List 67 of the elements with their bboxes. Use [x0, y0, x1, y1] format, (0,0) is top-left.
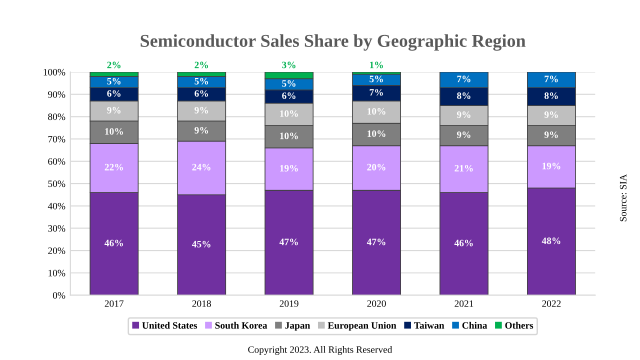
data-label: 10%	[368, 108, 386, 115]
y-tick-label: 40%	[48, 202, 66, 210]
data-label: 9%	[194, 127, 208, 134]
data-label: 10%	[280, 132, 298, 140]
text: Copyright 2023. All Rights Reserved	[248, 346, 392, 355]
data-label: 9%	[107, 106, 121, 114]
y-tick-label: 20%	[48, 247, 66, 254]
data-label: 47%	[279, 238, 298, 246]
data-label: 45%	[192, 240, 210, 248]
data-label: 8%	[457, 92, 470, 100]
y-tick-label: 70%	[48, 136, 66, 142]
x-tick-label: 2017	[104, 300, 124, 307]
data-label: 6%	[194, 90, 208, 97]
legend-label: European Union	[328, 322, 396, 331]
source-note: Source: SIA	[620, 174, 626, 222]
data-label: 46%	[454, 240, 473, 246]
y-tick-label: 30%	[48, 225, 66, 232]
data-label: 22%	[104, 164, 123, 170]
x-tick-label: 2018	[192, 300, 211, 307]
data-label: 9%	[456, 111, 470, 118]
data-label: 6%	[107, 90, 121, 97]
x-tick-label: 2020	[367, 300, 386, 307]
data-label: 21%	[454, 164, 473, 172]
data-label: 10%	[368, 130, 386, 137]
data-label: 20%	[367, 164, 386, 170]
legend-label: South Korea	[215, 322, 268, 329]
data-label: 7%	[457, 76, 470, 82]
data-label: 5%	[370, 76, 383, 82]
y-tick-label: 90%	[48, 91, 66, 98]
data-label: 7%	[370, 89, 383, 96]
data-label: 7%	[544, 76, 558, 82]
data-label: 10%	[280, 110, 298, 117]
data-label: 1%	[370, 62, 383, 68]
data-label: 9%	[456, 131, 470, 138]
legend-label: Japan	[285, 322, 310, 331]
legend-label: United States	[142, 322, 198, 329]
legend-label: China	[462, 322, 488, 329]
x-tick-label: 2022	[542, 300, 561, 307]
y-tick-label: 80%	[48, 114, 66, 120]
y-tick-label: 10%	[48, 270, 66, 276]
data-label: 5%	[107, 78, 121, 85]
x-tick-label: 2019	[280, 300, 298, 307]
data-label: 46%	[104, 240, 123, 246]
y-tick-label: 60%	[48, 158, 66, 165]
data-label: 47%	[366, 238, 386, 246]
data-label: 2%	[107, 62, 121, 68]
data-label: 5%	[282, 80, 296, 87]
data-label: 10%	[105, 128, 123, 135]
data-label: 8%	[544, 92, 558, 100]
data-label: 3%	[282, 62, 296, 68]
y-tick-label: 100%	[44, 68, 66, 76]
data-label: 2%	[194, 62, 208, 68]
y-tick-label: 50%	[48, 180, 66, 188]
chart-title: Semiconductor Sales Share by Geographic Region	[140, 34, 526, 51]
data-label: 9%	[544, 131, 558, 138]
data-label: 48%	[542, 238, 560, 244]
data-label: 24%	[192, 164, 210, 170]
data-label: 6%	[282, 92, 296, 100]
data-label: 19%	[542, 162, 560, 170]
legend-label: Taiwan	[414, 322, 444, 329]
data-label: 19%	[280, 164, 298, 172]
x-tick-label: 2021	[454, 300, 474, 307]
legend-label: Others	[505, 322, 534, 329]
data-label: 9%	[194, 106, 208, 114]
data-label: 9%	[544, 111, 558, 118]
y-tick-label: 0%	[52, 292, 66, 299]
data-label: 5%	[194, 78, 208, 85]
